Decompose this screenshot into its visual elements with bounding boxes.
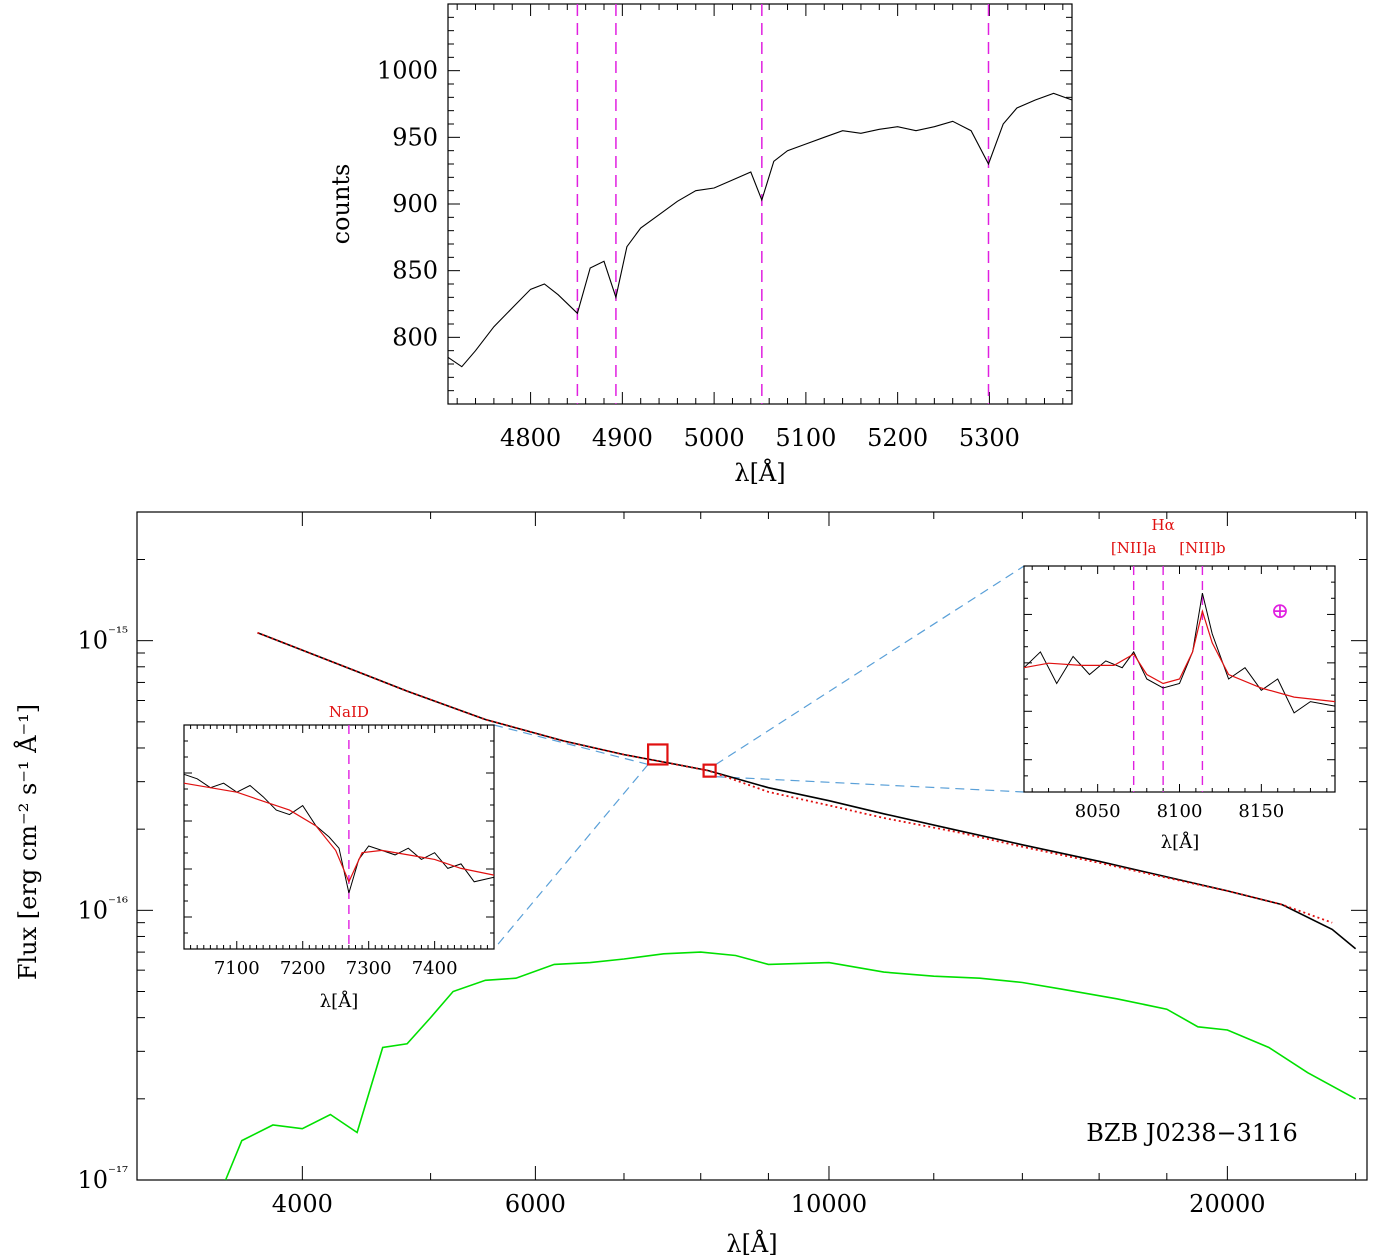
zoom-connector bbox=[493, 724, 649, 766]
top-y-tick-label: 1000 bbox=[377, 57, 438, 85]
right-inset-ticks: 8050 8100 8150 bbox=[1024, 566, 1335, 822]
bottom-x-tick-label: 6000 bbox=[505, 1190, 566, 1218]
zoom-connector bbox=[715, 776, 1025, 793]
inset-x-tick-label: 7100 bbox=[214, 958, 260, 979]
zoom-connector-lines bbox=[493, 565, 1025, 950]
top-y-tick-label: 900 bbox=[392, 190, 438, 218]
inset-line-label: NaID bbox=[329, 703, 369, 721]
top-x-tick-label: 4800 bbox=[500, 424, 561, 452]
right-inset-spectrum-line bbox=[1023, 592, 1336, 714]
left-inset-x-label: λ[Å] bbox=[320, 990, 358, 1012]
bottom-plot-frame bbox=[136, 511, 1368, 1181]
bottom-x-axis-label: λ[Å] bbox=[726, 1229, 777, 1258]
top-y-axis-label: counts bbox=[327, 164, 355, 245]
top-vlines bbox=[576, 4, 990, 404]
inset-x-tick-label: 8100 bbox=[1157, 801, 1203, 822]
top-x-tick-label: 4900 bbox=[592, 424, 653, 452]
right-inset: 8050 8100 8150 [NII]a Hα[NII]b ⊕ λ[Å] bbox=[1023, 516, 1336, 853]
left-inset-frame bbox=[183, 724, 495, 950]
zoom-connector bbox=[493, 764, 649, 950]
bottom-panel: 4000 6000 10000 20000 10⁻¹⁷ 10⁻¹⁶ 10⁻¹⁵ λ[Å] F… bbox=[13, 511, 1368, 1258]
telluric-symbol: ⊕ bbox=[1271, 599, 1289, 624]
top-y-tick-label: 800 bbox=[392, 323, 438, 351]
top-panel: 4800 4900 5000 5100 5200 5300 800 850 900 950 1000… bbox=[327, 3, 1073, 487]
top-x-tick-label: 5000 bbox=[684, 424, 745, 452]
top-x-tick-label: 5100 bbox=[775, 424, 836, 452]
zoom-box bbox=[647, 743, 669, 766]
inset-x-tick-label: 8050 bbox=[1075, 801, 1121, 822]
inset-line-label: [NII]a bbox=[1111, 539, 1157, 557]
left-inset: 7100 7200 7300 7400 NaID λ[Å] bbox=[183, 703, 495, 1012]
right-inset-fit-line bbox=[1023, 608, 1336, 703]
top-spectrum-line bbox=[447, 92, 1073, 368]
left-inset-ticks: 7100 7200 7300 7400 bbox=[183, 725, 495, 979]
left-inset-fit-line bbox=[183, 782, 495, 884]
zoom-boxes bbox=[647, 743, 717, 778]
source-name-annotation: BZB J0238−3116 bbox=[1086, 1119, 1297, 1147]
top-plot-frame bbox=[447, 3, 1073, 405]
inset-line-label: [NII]b bbox=[1179, 539, 1225, 557]
inset-x-tick-label: 8150 bbox=[1238, 801, 1284, 822]
top-ticks: 4800 4900 5000 5100 5200 5300 800 850 900 950 1000 bbox=[377, 3, 1072, 452]
top-x-axis-label: λ[Å] bbox=[734, 458, 785, 487]
bottom-y-axis-label: Flux [erg cm⁻² s⁻¹ Å⁻¹] bbox=[13, 704, 42, 980]
bottom-x-tick-label: 10000 bbox=[791, 1190, 867, 1218]
top-x-tick-label: 5200 bbox=[867, 424, 928, 452]
inset-x-tick-label: 7400 bbox=[412, 958, 458, 979]
bottom-y-tick-label: 10⁻¹⁶ bbox=[78, 893, 129, 924]
inset-x-tick-label: 7200 bbox=[280, 958, 326, 979]
bottom-ticks: 4000 6000 10000 20000 10⁻¹⁷ 10⁻¹⁶ 10⁻¹⁵ bbox=[78, 512, 1367, 1218]
zoom-connector bbox=[715, 565, 1025, 766]
host-galaxy-template-line bbox=[224, 951, 1356, 1181]
bottom-x-tick-label: 20000 bbox=[1189, 1190, 1265, 1218]
zoom-box bbox=[702, 763, 717, 778]
right-inset-vlines: [NII]a Hα[NII]b bbox=[1111, 516, 1226, 792]
bottom-y-tick-label: 10⁻¹⁵ bbox=[78, 624, 129, 655]
bottom-y-tick-label: 10⁻¹⁷ bbox=[78, 1163, 129, 1194]
bottom-x-tick-label: 4000 bbox=[272, 1190, 333, 1218]
top-x-tick-label: 5300 bbox=[959, 424, 1020, 452]
inset-x-tick-label: 7300 bbox=[346, 958, 392, 979]
left-inset-vlines: NaID bbox=[329, 703, 369, 949]
top-y-tick-label: 950 bbox=[392, 123, 438, 151]
inset-line-label: Hα bbox=[1152, 516, 1175, 534]
model-fit-line bbox=[257, 631, 1333, 924]
right-inset-x-label: λ[Å] bbox=[1161, 831, 1199, 853]
top-y-tick-label: 850 bbox=[392, 257, 438, 285]
